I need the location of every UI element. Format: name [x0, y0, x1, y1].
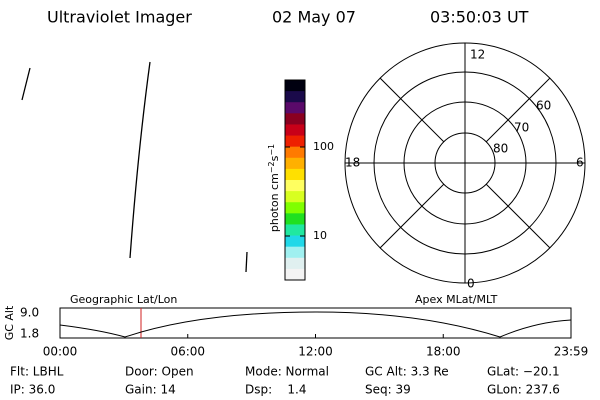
- color-swatch: [285, 224, 305, 237]
- colorbar-frame: [284, 79, 306, 281]
- strip-title: Geographic Lat/Lon: [70, 293, 177, 306]
- mlt-label: 0: [467, 277, 475, 291]
- trace: [129, 61, 151, 259]
- mlt-label: 6: [576, 156, 584, 170]
- x-tick-label: 18:00: [426, 345, 461, 359]
- diagonal: [485, 77, 551, 143]
- status-field: Dsp: 1.4: [245, 383, 307, 397]
- strip-title: Apex MLat/MLT: [415, 293, 498, 306]
- exponent: −1: [267, 144, 276, 156]
- color-swatch: [285, 235, 305, 248]
- lat-label: 70: [514, 121, 529, 135]
- x-tick-label: 06:00: [170, 345, 205, 359]
- color-swatch: [285, 135, 305, 148]
- color-swatch: [285, 191, 305, 203]
- diagonal: [379, 183, 445, 249]
- title: Ultraviolet Imager: [47, 8, 192, 27]
- colorbar-label: photon cm−2s−1: [267, 144, 282, 232]
- diagonal: [485, 183, 551, 249]
- x-tick-label: 12:00: [298, 345, 333, 359]
- y-tick-label: 1.8: [20, 327, 39, 341]
- status-field: Gain: 14: [125, 383, 176, 397]
- color-swatch: [285, 146, 305, 159]
- image-traces: [21, 61, 248, 273]
- mlt-label: 18: [345, 156, 360, 170]
- exponent: −2: [267, 161, 276, 173]
- x-tick-label: 00:00: [43, 345, 78, 359]
- time: 03:50:03 UT: [430, 8, 529, 27]
- status-field: Flt: LBHL: [10, 365, 64, 379]
- strip-ylabel: GC Alt: [3, 305, 16, 340]
- color-swatch: [285, 268, 305, 281]
- status-footer: Flt: LBHL Door: Open Mode: Normal GC Alt: 3…: [10, 365, 560, 397]
- color-swatch: [285, 80, 305, 92]
- colorbar: 100 10: [284, 79, 334, 281]
- status-field: GLon: 237.6: [487, 383, 560, 397]
- status-field: Mode: Normal: [245, 365, 329, 379]
- status-field: GC Alt: 3.3 Re: [365, 365, 449, 379]
- color-swatch: [285, 257, 305, 270]
- date: 02 May 07: [272, 8, 356, 27]
- color-swatch: [285, 168, 305, 181]
- color-swatch: [285, 246, 305, 259]
- colorbar-tick-label: 100: [313, 140, 334, 153]
- diagonal: [379, 77, 445, 143]
- color-swatch: [285, 91, 305, 103]
- color-swatch: [285, 180, 305, 192]
- unit: s: [268, 155, 281, 161]
- trace: [245, 251, 248, 273]
- status-field: Door: Open: [125, 365, 194, 379]
- status-field: IP: 36.0: [10, 383, 55, 397]
- y-tick-label: 9.0: [20, 306, 39, 320]
- status-field: GLat: −20.1: [487, 365, 560, 379]
- x-tick-label: 23:59: [554, 345, 589, 359]
- color-swatch: [285, 113, 305, 125]
- lat-label: 80: [493, 142, 508, 156]
- unit: photon cm: [268, 173, 281, 232]
- trace: [21, 67, 31, 101]
- polar-grid: [344, 42, 586, 284]
- lat-label: 60: [536, 99, 551, 113]
- colorbar-tick-label: 10: [313, 229, 327, 242]
- color-swatch: [285, 213, 305, 225]
- strip-axes: 9.0 1.8 00:00 06:00 12:00 18:00 23:59: [20, 306, 588, 359]
- color-swatch: [285, 157, 305, 170]
- mlt-label: 12: [470, 48, 485, 62]
- altitude-curve: [59, 311, 572, 338]
- status-field: Seq: 39: [365, 383, 411, 397]
- color-swatch: [285, 102, 305, 114]
- color-swatch: [285, 202, 305, 214]
- color-swatch: [285, 124, 305, 137]
